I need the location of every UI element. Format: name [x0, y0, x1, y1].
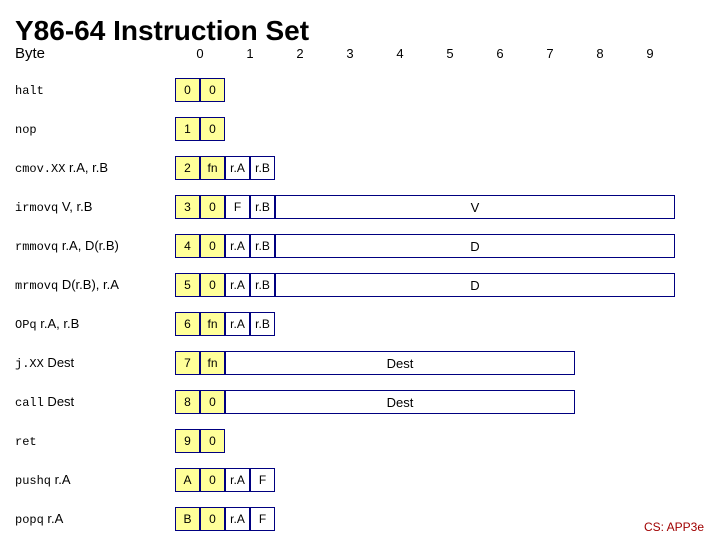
- row-jxx: j.XX Dest 7 fn Dest: [15, 351, 704, 375]
- cell: r.A: [225, 234, 250, 258]
- cell: 5: [175, 273, 200, 297]
- instr-label: irmovq V, r.B: [15, 199, 175, 215]
- cell: 1: [175, 117, 200, 141]
- col-num: 6: [475, 46, 525, 61]
- cell: r.A: [225, 468, 250, 492]
- cell: r.A: [225, 507, 250, 531]
- col-num: 7: [525, 46, 575, 61]
- cell: 0: [200, 468, 225, 492]
- byte-label: Byte: [15, 45, 175, 62]
- instr-label: mrmovq D(r.B), r.A: [15, 277, 175, 293]
- cell: 0: [200, 507, 225, 531]
- row-call: call Dest 8 0 Dest: [15, 390, 704, 414]
- cell: F: [250, 507, 275, 531]
- cells: 7 fn Dest: [175, 351, 575, 375]
- cell: 0: [175, 78, 200, 102]
- footer-text: CS: APP3e: [644, 520, 704, 534]
- cell: r.B: [250, 273, 275, 297]
- long-cell: D: [275, 273, 675, 297]
- cell: 2: [175, 156, 200, 180]
- cell: fn: [200, 312, 225, 336]
- cells: 9 0: [175, 429, 225, 453]
- cells: 3 0 F r.B V: [175, 195, 675, 219]
- cell: r.B: [250, 234, 275, 258]
- cells: 2 fn r.A r.B: [175, 156, 275, 180]
- row-popq: popq r.A B 0 r.A F: [15, 507, 704, 531]
- cell: r.B: [250, 156, 275, 180]
- cell: r.B: [250, 195, 275, 219]
- instruction-table: Byte 0 1 2 3 4 5 6 7 8 9 halt 0 0 nop 1 …: [15, 43, 704, 531]
- long-cell: Dest: [225, 351, 575, 375]
- instr-label: ret: [15, 433, 175, 449]
- cells: B 0 r.A F: [175, 507, 275, 531]
- col-num: 0: [175, 46, 225, 61]
- cell: r.A: [225, 156, 250, 180]
- long-cell: Dest: [225, 390, 575, 414]
- col-num: 5: [425, 46, 475, 61]
- row-rmmovq: rmmovq r.A, D(r.B) 4 0 r.A r.B D: [15, 234, 704, 258]
- instr-label: pushq r.A: [15, 472, 175, 488]
- instr-label: popq r.A: [15, 511, 175, 527]
- cell: 0: [200, 78, 225, 102]
- cell: 7: [175, 351, 200, 375]
- col-num: 2: [275, 46, 325, 61]
- cell: 0: [200, 234, 225, 258]
- row-irmovq: irmovq V, r.B 3 0 F r.B V: [15, 195, 704, 219]
- long-cell: V: [275, 195, 675, 219]
- col-num: 3: [325, 46, 375, 61]
- cell: r.A: [225, 273, 250, 297]
- cell: 0: [200, 273, 225, 297]
- col-num: 4: [375, 46, 425, 61]
- row-halt: halt 0 0: [15, 78, 704, 102]
- cell: r.A: [225, 312, 250, 336]
- cells: A 0 r.A F: [175, 468, 275, 492]
- cell: 0: [200, 195, 225, 219]
- instr-label: j.XX Dest: [15, 355, 175, 371]
- cell: 9: [175, 429, 200, 453]
- cell: fn: [200, 156, 225, 180]
- cell: F: [250, 468, 275, 492]
- cell: fn: [200, 351, 225, 375]
- cells: 4 0 r.A r.B D: [175, 234, 675, 258]
- cell: 3: [175, 195, 200, 219]
- cells: 5 0 r.A r.B D: [175, 273, 675, 297]
- cell: A: [175, 468, 200, 492]
- cell: 6: [175, 312, 200, 336]
- cell: F: [225, 195, 250, 219]
- instr-label: halt: [15, 82, 175, 98]
- long-cell: D: [275, 234, 675, 258]
- cell: r.B: [250, 312, 275, 336]
- cells: 8 0 Dest: [175, 390, 575, 414]
- instr-label: cmov.XX r.A, r.B: [15, 160, 175, 176]
- row-nop: nop 1 0: [15, 117, 704, 141]
- column-numbers: 0 1 2 3 4 5 6 7 8 9: [175, 46, 675, 61]
- cell: 4: [175, 234, 200, 258]
- row-mrmovq: mrmovq D(r.B), r.A 5 0 r.A r.B D: [15, 273, 704, 297]
- col-num: 8: [575, 46, 625, 61]
- col-num: 9: [625, 46, 675, 61]
- row-ret: ret 9 0: [15, 429, 704, 453]
- instr-label: call Dest: [15, 394, 175, 410]
- instr-label: rmmovq r.A, D(r.B): [15, 238, 175, 254]
- cell: 8: [175, 390, 200, 414]
- cells: 1 0: [175, 117, 225, 141]
- col-num: 1: [225, 46, 275, 61]
- instr-label: nop: [15, 121, 175, 137]
- row-pushq: pushq r.A A 0 r.A F: [15, 468, 704, 492]
- cell: 0: [200, 390, 225, 414]
- cell: 0: [200, 117, 225, 141]
- cells: 0 0: [175, 78, 225, 102]
- header-row: Byte 0 1 2 3 4 5 6 7 8 9: [15, 43, 704, 63]
- instr-label: OPq r.A, r.B: [15, 316, 175, 332]
- cell: B: [175, 507, 200, 531]
- row-cmov: cmov.XX r.A, r.B 2 fn r.A r.B: [15, 156, 704, 180]
- cells: 6 fn r.A r.B: [175, 312, 275, 336]
- cell: 0: [200, 429, 225, 453]
- row-opq: OPq r.A, r.B 6 fn r.A r.B: [15, 312, 704, 336]
